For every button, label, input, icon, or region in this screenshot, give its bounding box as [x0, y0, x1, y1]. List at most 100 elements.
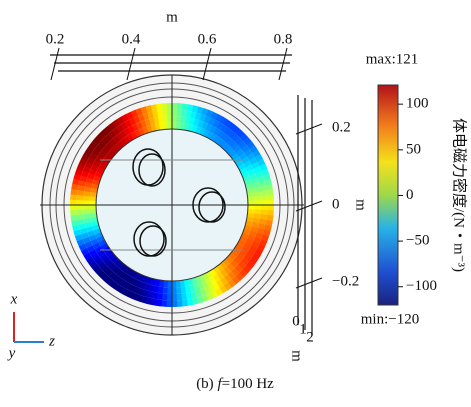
field-segment — [179, 122, 186, 130]
field-segment — [153, 117, 160, 125]
field-segment — [72, 224, 80, 232]
field-segment — [260, 209, 268, 216]
field-segment — [185, 110, 193, 118]
field-segment — [235, 253, 245, 262]
field-segment — [107, 279, 116, 288]
tick-label: 0.4 — [122, 31, 141, 47]
field-segment — [89, 196, 97, 202]
field-segment — [105, 249, 113, 257]
field-segment — [89, 212, 97, 218]
field-segment — [98, 239, 107, 247]
field-segment — [241, 232, 250, 239]
field-segment — [197, 282, 204, 290]
field-segment — [223, 282, 232, 291]
field-segment — [172, 103, 178, 110]
field-segment — [176, 299, 183, 307]
field-segment — [235, 129, 245, 138]
triad-y: y — [7, 345, 16, 361]
field-segment — [209, 125, 217, 134]
field-segment — [97, 152, 106, 161]
field-segment — [73, 173, 82, 181]
field-segment — [220, 269, 229, 278]
field-segment — [238, 141, 247, 150]
tick-label: −0.2 — [332, 273, 359, 289]
field-segment — [212, 282, 220, 291]
field-segment — [220, 277, 229, 286]
field-segment — [176, 116, 182, 123]
field-segment — [266, 209, 274, 216]
caption-prefix: (b) — [196, 376, 217, 392]
field-segment — [123, 127, 131, 136]
field-segment — [102, 256, 111, 265]
field-segment — [94, 257, 103, 266]
field-segment — [237, 261, 247, 270]
field-segment — [167, 280, 172, 288]
field-segment — [71, 183, 79, 191]
field-segment — [216, 279, 225, 288]
field-segment — [138, 274, 145, 283]
field-segment — [172, 122, 177, 130]
field-segment — [216, 264, 224, 272]
field-segment — [119, 271, 128, 280]
field-segment — [100, 159, 109, 167]
field-segment — [193, 283, 200, 292]
field-segment — [242, 228, 251, 235]
field-segment — [91, 253, 100, 262]
field-segment — [111, 127, 120, 136]
field-segment — [86, 157, 96, 165]
field-segment — [158, 280, 165, 288]
field-segment — [181, 292, 187, 301]
field-segment — [123, 266, 131, 275]
field-segment — [161, 293, 168, 301]
field-segment — [140, 106, 148, 115]
field-segment — [255, 170, 263, 178]
field-segment — [254, 205, 262, 210]
field-segment — [266, 214, 274, 222]
triad-x: x — [10, 291, 18, 307]
field-segment — [236, 148, 245, 157]
field-segment — [70, 199, 77, 205]
field-segment — [245, 183, 253, 190]
field-segment — [205, 292, 214, 301]
field-segment — [112, 135, 121, 144]
field-segment — [260, 195, 268, 201]
field-segment — [201, 121, 209, 130]
field-segment — [111, 282, 120, 291]
field-segment — [92, 264, 102, 274]
field-segment — [74, 234, 83, 242]
field-segment — [76, 194, 84, 201]
field-segment — [219, 261, 228, 270]
field-segment — [115, 124, 124, 133]
caption-rest: =100 Hz — [222, 376, 275, 392]
field-segment — [155, 299, 163, 307]
field-segment — [252, 186, 260, 193]
field-segment — [265, 219, 273, 227]
field-segment — [148, 284, 155, 293]
field-segment — [88, 168, 97, 176]
field-segment — [154, 279, 161, 287]
field-segment — [246, 249, 255, 258]
field-segment — [267, 205, 275, 211]
field-segment — [150, 278, 157, 286]
field-segment — [257, 223, 266, 230]
field-segment — [224, 274, 233, 283]
field-segment — [76, 214, 85, 220]
field-segment — [84, 181, 93, 188]
field-segment — [127, 125, 135, 134]
tick-label: 0.6 — [198, 31, 217, 47]
tick-label: 2 — [306, 329, 314, 345]
field-segment — [96, 132, 105, 142]
field-segment — [156, 103, 163, 111]
field-segment — [116, 140, 125, 149]
tick-mark — [126, 47, 136, 81]
field-segment — [107, 149, 116, 158]
field-segment — [184, 117, 191, 125]
field-segment — [70, 214, 78, 221]
field-segment — [91, 183, 99, 190]
field-segment — [262, 173, 271, 181]
field-segment — [115, 132, 124, 141]
field-segment — [108, 263, 117, 272]
field-segment — [161, 103, 168, 111]
field-segment — [145, 105, 153, 113]
right-axis-label: m — [353, 199, 369, 211]
